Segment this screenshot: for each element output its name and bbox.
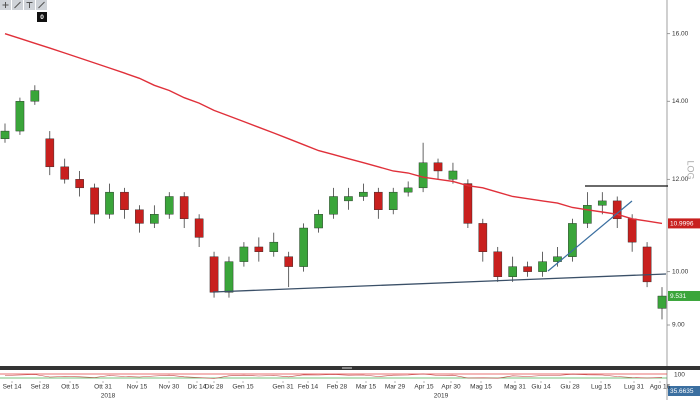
candle-body bbox=[30, 90, 40, 102]
x-tick-label: Dic 28 bbox=[205, 384, 224, 391]
candle-body bbox=[284, 256, 294, 267]
x-tick-label: Mar 15 bbox=[356, 384, 377, 391]
candle-body bbox=[224, 261, 234, 293]
candle-body bbox=[493, 251, 503, 277]
y-tick-label: 16.00 bbox=[672, 30, 689, 37]
x-tick-label: Mar 29 bbox=[385, 384, 406, 391]
x-tick-label: Feb 28 bbox=[327, 384, 348, 391]
candle-body bbox=[433, 162, 443, 172]
candle-body bbox=[45, 138, 55, 168]
rsi-line bbox=[4, 373, 663, 379]
candle-body bbox=[568, 223, 577, 257]
candle-body bbox=[627, 218, 637, 243]
year-label: 2018 bbox=[101, 393, 116, 400]
x-tick-label: Apr 15 bbox=[414, 384, 434, 391]
candle-body bbox=[209, 256, 219, 293]
candle-body bbox=[164, 196, 174, 215]
rsi-last: 35.6635 bbox=[670, 388, 694, 395]
candle-body bbox=[90, 187, 99, 215]
candle-body bbox=[373, 191, 383, 210]
candle-body bbox=[344, 196, 353, 202]
x-tick-label: Dic 14 bbox=[188, 384, 207, 391]
candle-body bbox=[523, 266, 532, 272]
badge: 0 bbox=[40, 14, 44, 21]
moving-average bbox=[4, 33, 663, 225]
candle-body bbox=[75, 179, 84, 189]
candle-body bbox=[403, 187, 413, 193]
x-tick-label: Nov 15 bbox=[127, 384, 148, 391]
x-tick-label: Set 14 bbox=[3, 384, 22, 391]
y-tick-label: 10.00 bbox=[672, 268, 689, 275]
candle-body bbox=[642, 246, 652, 283]
toolbar: 0 bbox=[0, 0, 47, 22]
x-tick-label: Set 28 bbox=[31, 384, 50, 391]
year-label: 2019 bbox=[434, 393, 449, 400]
last-price: 9.531 bbox=[670, 293, 687, 300]
candle-body bbox=[0, 130, 10, 140]
y-tick-label: 14.00 bbox=[672, 98, 689, 105]
x-tick-label: Mag 15 bbox=[470, 384, 492, 391]
candle-body bbox=[478, 223, 488, 252]
tool-cross-icon bbox=[2, 2, 9, 8]
x-tick-label: Apr 30 bbox=[441, 384, 461, 391]
tool-line-icon bbox=[14, 1, 21, 9]
support-trendline bbox=[212, 273, 667, 293]
x-tick-label: Lug 31 bbox=[624, 384, 644, 391]
candle-body bbox=[418, 162, 428, 189]
x-tick-label: Ago 16 bbox=[650, 384, 671, 391]
rising-trendline bbox=[547, 200, 633, 272]
candle-body bbox=[597, 200, 607, 206]
candle-body bbox=[314, 214, 323, 229]
candle-body bbox=[448, 170, 458, 180]
x-tick-label: Ott 15 bbox=[61, 384, 79, 391]
x-tick-label: Mag 31 bbox=[504, 384, 526, 391]
candle-body bbox=[150, 214, 159, 224]
scale-label: LOG bbox=[686, 160, 696, 179]
candle-body bbox=[359, 191, 368, 197]
tool-text-icon bbox=[26, 2, 33, 8]
candle-body bbox=[508, 266, 517, 277]
x-tick-label: Nov 30 bbox=[159, 384, 180, 391]
rsi-tick-label: 100 bbox=[674, 372, 685, 379]
separator-handle[interactable] bbox=[342, 367, 352, 369]
ma-price-box bbox=[668, 218, 700, 229]
candle-body bbox=[299, 227, 308, 267]
candle-body bbox=[239, 246, 249, 262]
candle-body bbox=[538, 261, 547, 272]
candle-body bbox=[269, 241, 279, 252]
candle-body bbox=[60, 166, 70, 180]
candle-body bbox=[105, 191, 114, 215]
candle-body bbox=[329, 196, 338, 215]
x-tick-label: Lug 15 bbox=[591, 384, 611, 391]
candle-body bbox=[583, 205, 592, 224]
badge-box bbox=[37, 12, 47, 22]
x-tick-label: Giu 14 bbox=[531, 384, 551, 391]
candle-body bbox=[463, 183, 473, 224]
candle-body bbox=[254, 246, 264, 252]
candle-body bbox=[120, 191, 129, 210]
candle-body bbox=[194, 218, 204, 238]
candle-body bbox=[388, 191, 398, 210]
x-tick-label: Feb 14 bbox=[298, 384, 319, 391]
ma-price: 10.9996 bbox=[670, 221, 694, 228]
candle-body bbox=[135, 209, 144, 224]
x-tick-label: Gen 31 bbox=[272, 384, 294, 391]
candle-body bbox=[179, 196, 189, 220]
last-price-box bbox=[668, 290, 700, 301]
tool-draw-icon bbox=[38, 1, 45, 9]
rsi-last-box bbox=[668, 386, 700, 396]
y-tick-label: 12.00 bbox=[672, 176, 689, 183]
x-tick-label: Ott 31 bbox=[94, 384, 112, 391]
x-tick-label: Giu 28 bbox=[560, 384, 580, 391]
y-tick-label: 9.00 bbox=[672, 322, 685, 329]
candle-body bbox=[657, 295, 667, 309]
x-tick-label: Gen 15 bbox=[232, 384, 254, 391]
candle-body bbox=[15, 101, 25, 132]
